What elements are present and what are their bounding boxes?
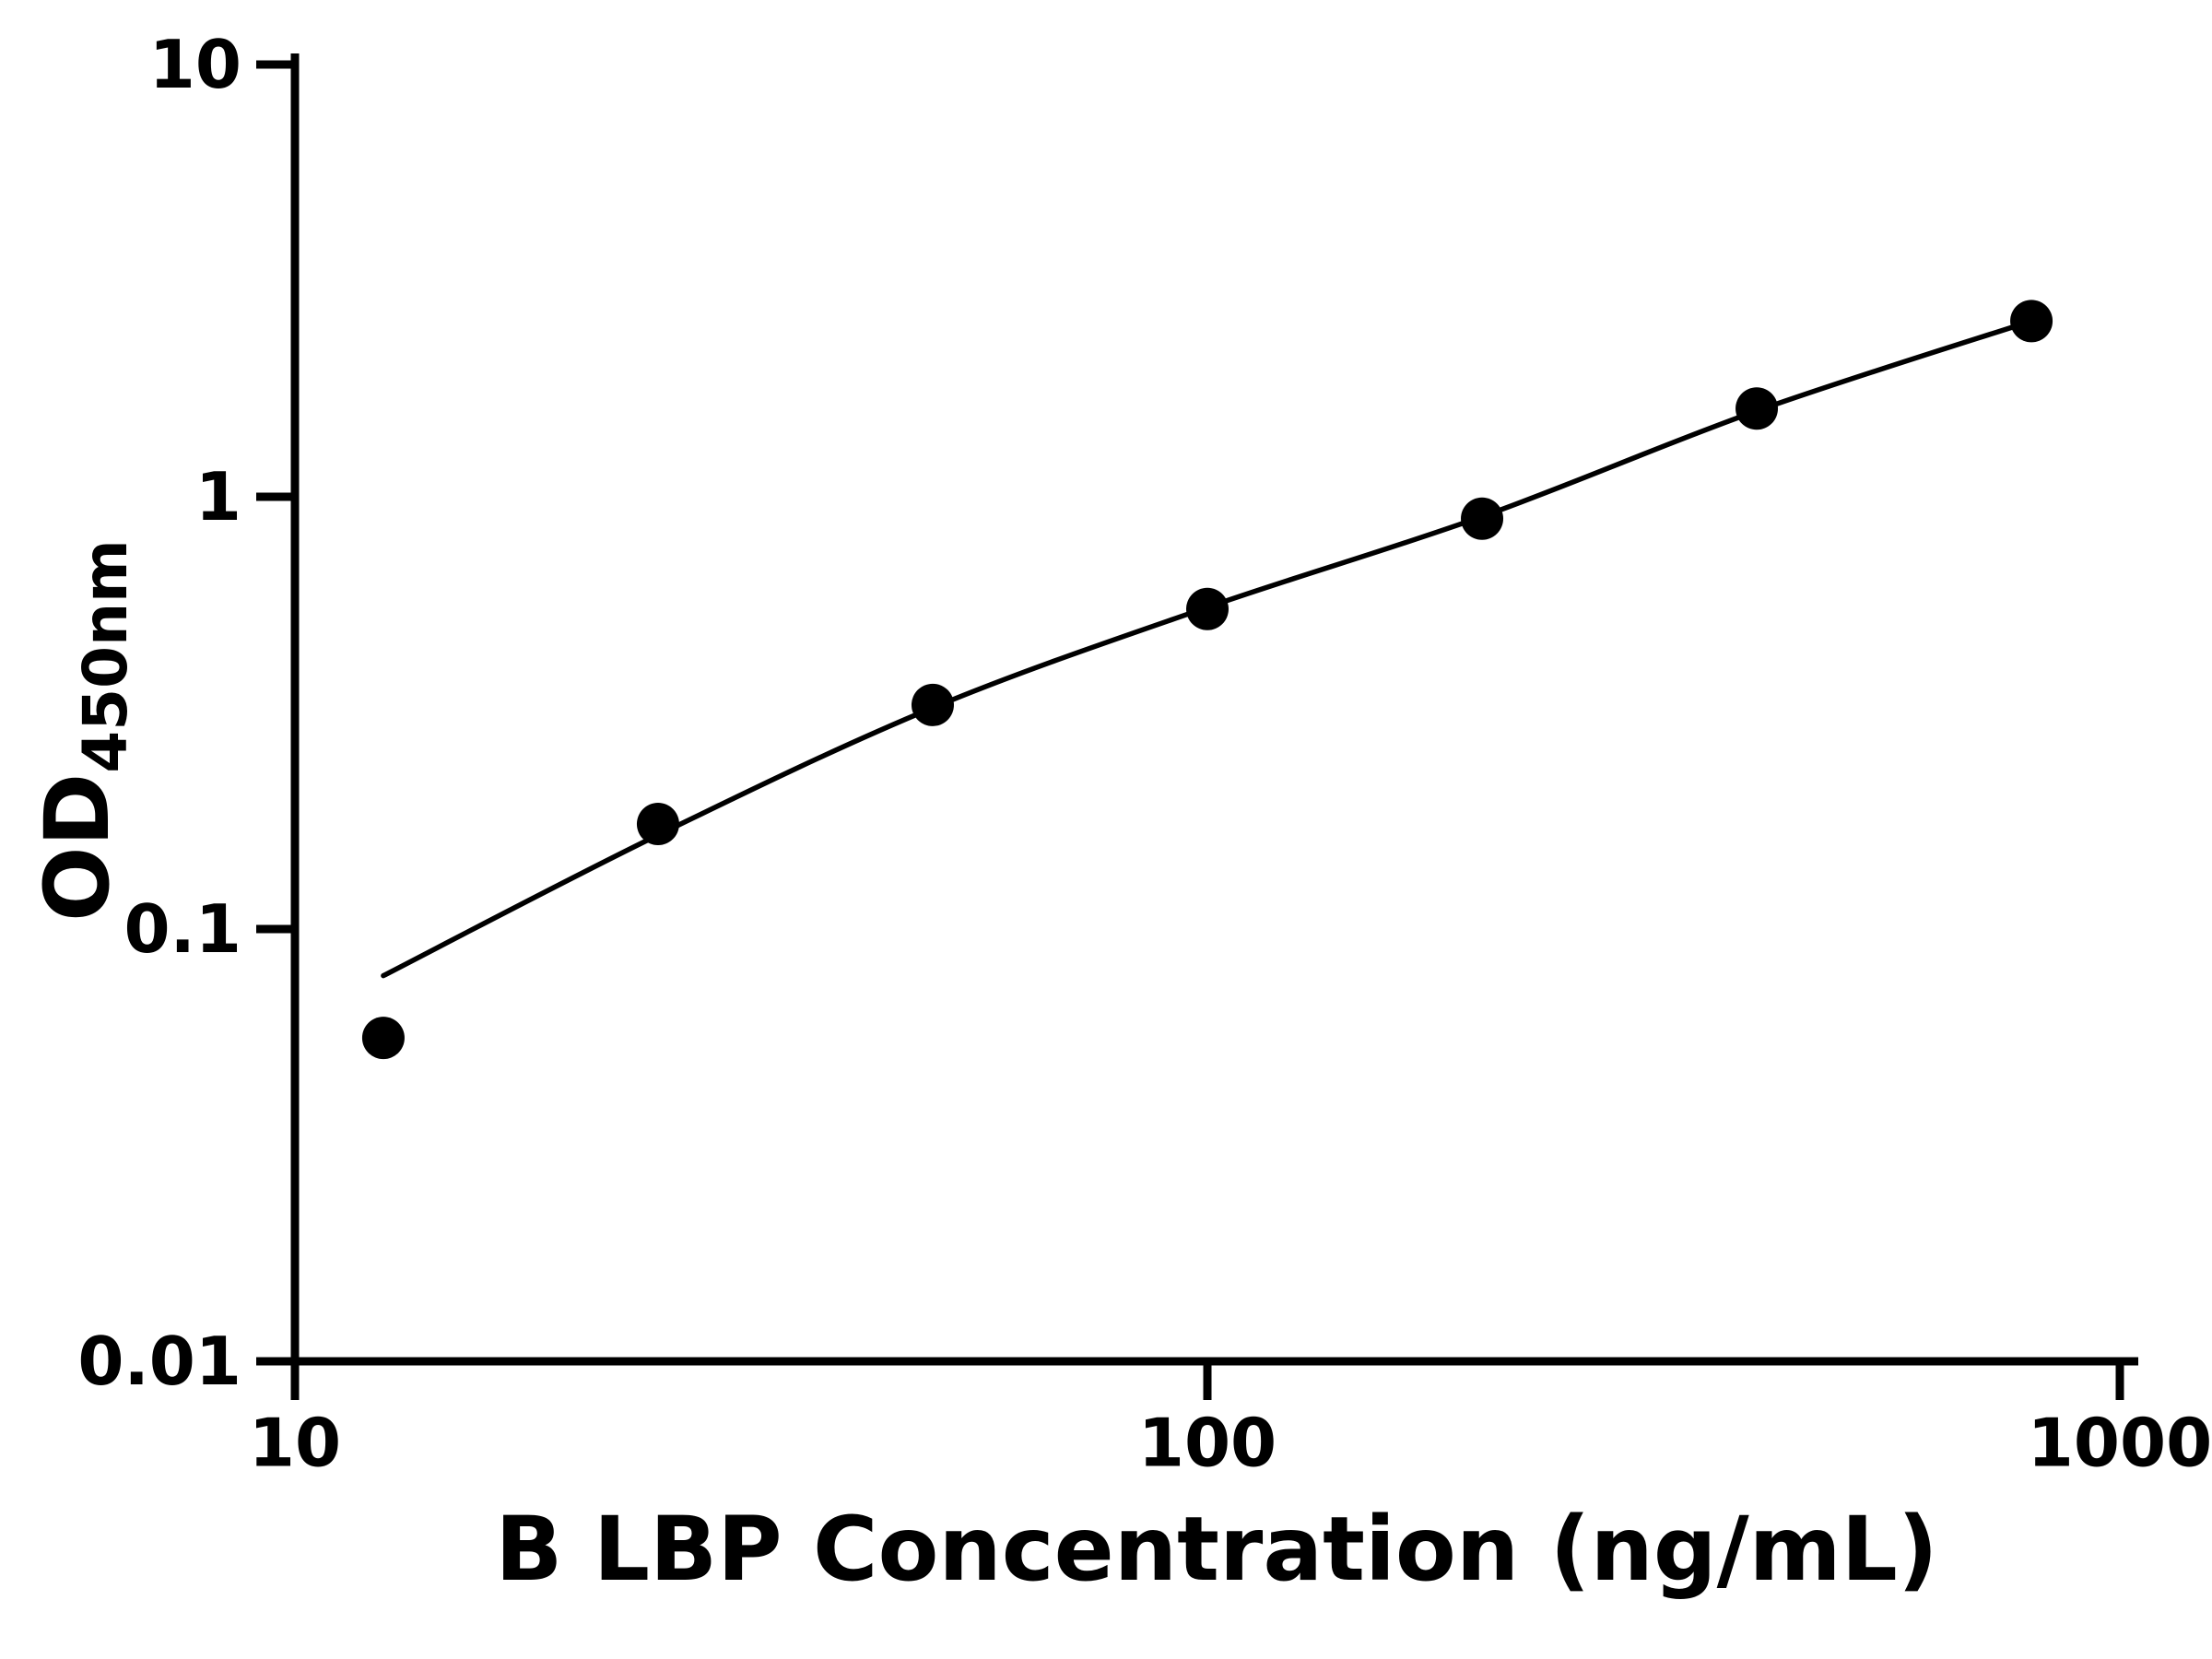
x-tick-label: 100 bbox=[1138, 1405, 1277, 1482]
data-point bbox=[911, 683, 954, 726]
x-axis-title: B LBP Concentration (ng/mL) bbox=[495, 1498, 1938, 1601]
y-tick-label: 10 bbox=[149, 26, 241, 103]
data-point bbox=[1461, 497, 1504, 540]
data-point bbox=[636, 803, 679, 846]
data-point bbox=[1186, 587, 1229, 630]
y-axis-title-main: OD bbox=[26, 772, 129, 922]
data-point bbox=[1735, 387, 1779, 430]
fit-curve bbox=[381, 318, 2034, 979]
data-point bbox=[2010, 300, 2053, 343]
x-tick-label: 10 bbox=[249, 1405, 341, 1482]
data-point bbox=[361, 1017, 405, 1060]
y-tick-label: 0.01 bbox=[77, 1323, 241, 1400]
y-axis-title: OD450nm bbox=[26, 539, 141, 922]
y-tick-label: 0.1 bbox=[124, 890, 241, 968]
y-tick-label: 1 bbox=[195, 458, 241, 535]
x-tick-label: 1000 bbox=[2028, 1405, 2212, 1482]
y-axis-title-subscript: 450nm bbox=[70, 539, 142, 773]
